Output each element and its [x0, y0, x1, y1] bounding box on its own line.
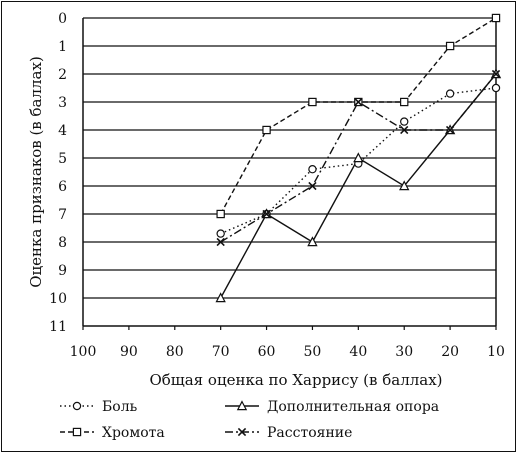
y-tick-label-5: 5 — [58, 151, 67, 167]
x-axis-label: Общая оценка по Харрису (в баллах) — [149, 371, 442, 389]
y-tick-label-10: 10 — [49, 291, 67, 307]
x-tick-label-90: 90 — [120, 344, 138, 360]
point-series-1-3 — [353, 152, 364, 163]
x-tick-label-80: 80 — [166, 344, 184, 360]
y-tick-label-4: 4 — [58, 123, 67, 139]
point-series-2-0 — [216, 209, 225, 219]
legend-marker-3 — [237, 427, 247, 437]
point-series-0-6 — [491, 83, 501, 93]
series-line-2 — [220, 17, 497, 215]
legend-marker-2 — [72, 427, 82, 437]
point-series-3-4 — [400, 125, 409, 135]
point-series-3-0 — [216, 237, 225, 247]
y-tick-label-0: 0 — [58, 11, 67, 27]
y-axis-label: Оценка признаков (в баллах) — [27, 56, 45, 288]
point-series-0-5 — [445, 89, 455, 98]
grid — [83, 17, 496, 299]
y-tick-label-11: 11 — [49, 319, 67, 335]
point-series-3-1 — [262, 209, 271, 219]
legend-marker-1 — [236, 400, 248, 411]
x-tick-label-100: 100 — [70, 344, 97, 360]
y-tick-label-1: 1 — [58, 39, 67, 55]
x-tick-label-20: 20 — [441, 344, 459, 360]
point-series-2-5 — [445, 41, 455, 51]
y-tick-label-6: 6 — [58, 179, 67, 195]
legend-label-1: Дополнительная опора — [267, 399, 439, 415]
point-series-0-4 — [400, 117, 409, 126]
x-tick-label-50: 50 — [304, 344, 322, 360]
x-tick-label-40: 40 — [349, 344, 367, 360]
legend-marker-0 — [72, 401, 82, 411]
y-tick-labels: 0 1 2 3 4 5 6 7 8 9 10 11 — [49, 11, 67, 335]
legend-label-2: Хромота — [102, 425, 165, 441]
point-series-3-2 — [308, 181, 317, 191]
point-series-3-6 — [491, 69, 501, 79]
point-series-3-3 — [354, 97, 363, 107]
point-series-1-2 — [307, 236, 318, 247]
y-tick-label-7: 7 — [58, 207, 67, 223]
point-series-2-6 — [491, 13, 501, 23]
legend-label-3: Расстояние — [267, 425, 352, 441]
point-series-2-2 — [308, 97, 317, 107]
point-series-0-2 — [308, 164, 317, 174]
point-series-3-5 — [445, 125, 455, 135]
legend: Боль Хромота Дополнительная опора Расстояни… — [60, 399, 439, 441]
y-tick-label-3: 3 — [58, 95, 67, 111]
x-tick-label-60: 60 — [258, 344, 276, 360]
point-series-2-1 — [262, 125, 271, 135]
x-tick-labels: 100 90 80 70 60 50 40 30 20 10 — [70, 344, 505, 360]
x-tick-label-30: 30 — [395, 344, 413, 360]
y-tick-label-2: 2 — [58, 67, 67, 83]
point-series-1-4 — [399, 180, 410, 191]
legend-label-0: Боль — [102, 399, 138, 415]
y-tick-label-9: 9 — [58, 263, 67, 279]
series-markers — [215, 13, 502, 303]
point-series-0-0 — [216, 229, 225, 238]
y-tick-label-8: 8 — [58, 235, 67, 251]
x-tick-label-10: 10 — [487, 344, 505, 360]
point-series-2-4 — [400, 97, 409, 107]
x-tick-label-70: 70 — [212, 344, 230, 360]
point-series-1-0 — [215, 292, 226, 303]
